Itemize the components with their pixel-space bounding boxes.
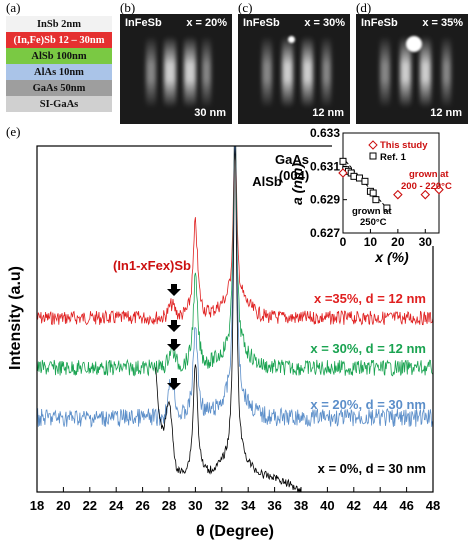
layer-2: AlSb 100nm: [6, 48, 112, 64]
panel-label-d: (d): [356, 0, 372, 15]
inset-legend-diamond-icon: [368, 140, 378, 150]
peak-label-gaas: GaAs: [275, 152, 309, 167]
inset-x-tick-label: 0: [340, 235, 347, 249]
inset-frame: [342, 132, 440, 234]
inset-legend-square-icon: [369, 152, 377, 160]
rheed-image-x30: InFeSb x = 30% 12 nm: [238, 14, 350, 124]
x-tick-label: 32: [215, 498, 229, 513]
inset-y-tick-label: 0.631: [310, 159, 340, 173]
peak-label-infesb: (In1-xFex)Sb: [113, 258, 191, 273]
series-label-x30: x = 30%, d = 12 nm: [310, 341, 426, 356]
x-tick-label: 28: [162, 498, 176, 513]
panel-label-c: (c): [238, 0, 253, 15]
inset-ref1-point: [372, 196, 380, 204]
inset-background: [332, 128, 440, 246]
x-axis-label: θ (Degree): [196, 523, 274, 540]
arrow-down-icon: [167, 320, 181, 332]
arrow-down-icon: [167, 284, 181, 296]
rheed-thickness: 12 nm: [430, 107, 462, 119]
layer-4: GaAs 50nm: [6, 80, 112, 96]
series-label-x20: x = 20%, d = 30 nm: [310, 397, 426, 412]
layer-0: InSb 2nm: [6, 16, 112, 32]
rheed-title: InFeSb: [125, 17, 162, 29]
x-tick-label: 20: [56, 498, 70, 513]
rheed-image-x35: InFeSb x = 35% 12 nm: [356, 14, 468, 124]
x-tick-label: 38: [294, 498, 308, 513]
x-tick-label: 44: [373, 498, 388, 513]
layer-3: AlAs 10nm: [6, 64, 112, 80]
inset-x-tick-label: 20: [391, 235, 405, 249]
series-label-x0: x = 0%, d = 30 nm: [318, 461, 426, 476]
arrow-down-icon: [167, 339, 181, 351]
y-axis-label: Intensity (a.u): [7, 266, 24, 370]
panel-label-e: (e): [6, 124, 21, 139]
inset-this-study-point: [420, 189, 431, 200]
annotation-grown-250-line1: grown at: [352, 206, 392, 217]
rheed-composition: x = 20%: [186, 17, 227, 29]
x-tick-label: 46: [399, 498, 413, 513]
inset-legend-ref1: Ref. 1: [380, 152, 407, 163]
rheed-thickness: 12 nm: [312, 107, 344, 119]
peak-label-alsb: AlSb: [252, 174, 282, 189]
inset-this-study-point: [338, 168, 348, 178]
inset-y-tick-label: 0.633: [310, 126, 340, 140]
inset-x-tick-label: 10: [364, 235, 378, 249]
rheed-title: InFeSb: [243, 17, 280, 29]
x-tick-label: 24: [109, 498, 124, 513]
rheed-thickness: 30 nm: [194, 107, 226, 119]
inset-x-tick-label: 30: [419, 235, 433, 249]
x-tick-label: 48: [426, 498, 440, 513]
peak-arrows: [167, 284, 181, 390]
series-line-3: [155, 145, 302, 493]
layer-1: (In,Fe)Sb 12 – 30nm: [6, 32, 112, 48]
rheed-image-x20: InFeSb x = 20% 30 nm: [120, 14, 232, 124]
layer-stack: InSb 2nm (In,Fe)Sb 12 – 30nm AlSb 100nm AlA…: [6, 16, 112, 112]
inset-y-tick-label: 0.627: [310, 226, 340, 240]
x-tick-label: 40: [320, 498, 334, 513]
x-tick-label: 26: [135, 498, 149, 513]
x-tick-label: 18: [30, 498, 44, 513]
inset-ref1-point: [339, 157, 347, 165]
rheed-composition: x = 35%: [422, 17, 463, 29]
plot-frame: [36, 145, 434, 493]
inset-this-study-point: [393, 189, 403, 200]
inset-legend-this-study: This study: [380, 140, 428, 151]
x-tick-label: 42: [347, 498, 361, 513]
inset-ref1-point: [361, 177, 369, 185]
inset-x-label: x (%): [374, 249, 409, 265]
x-tick-label: 22: [83, 498, 97, 513]
x-tick-label: 30: [188, 498, 202, 513]
inset-this-study-point: [434, 184, 444, 195]
panel-label-b: (b): [120, 0, 136, 15]
x-tick-label: 36: [267, 498, 281, 513]
panel-label-a: (a): [6, 0, 21, 15]
annotation-grown-200-line2: 200 - 220°C: [401, 181, 452, 192]
peak-label-gaas-hkl: (004): [279, 168, 309, 183]
arrow-down-icon: [167, 378, 181, 390]
inset-y-tick-label: 0.629: [310, 193, 340, 207]
x-tick-label: 34: [241, 498, 256, 513]
annotation-grown-200-line1: grown at: [409, 169, 449, 180]
annotation-grown-250-line2: 250°C: [360, 217, 387, 228]
series-label-x35: x =35%, d = 12 nm: [314, 291, 426, 306]
rheed-title: InFeSb: [361, 17, 398, 29]
inset-y-label: a (nm): [289, 163, 305, 205]
inset-ref1-point: [369, 189, 377, 197]
rheed-composition: x = 30%: [304, 17, 345, 29]
layer-5: SI-GaAs: [6, 96, 112, 112]
inset-ref1-point: [383, 204, 391, 212]
